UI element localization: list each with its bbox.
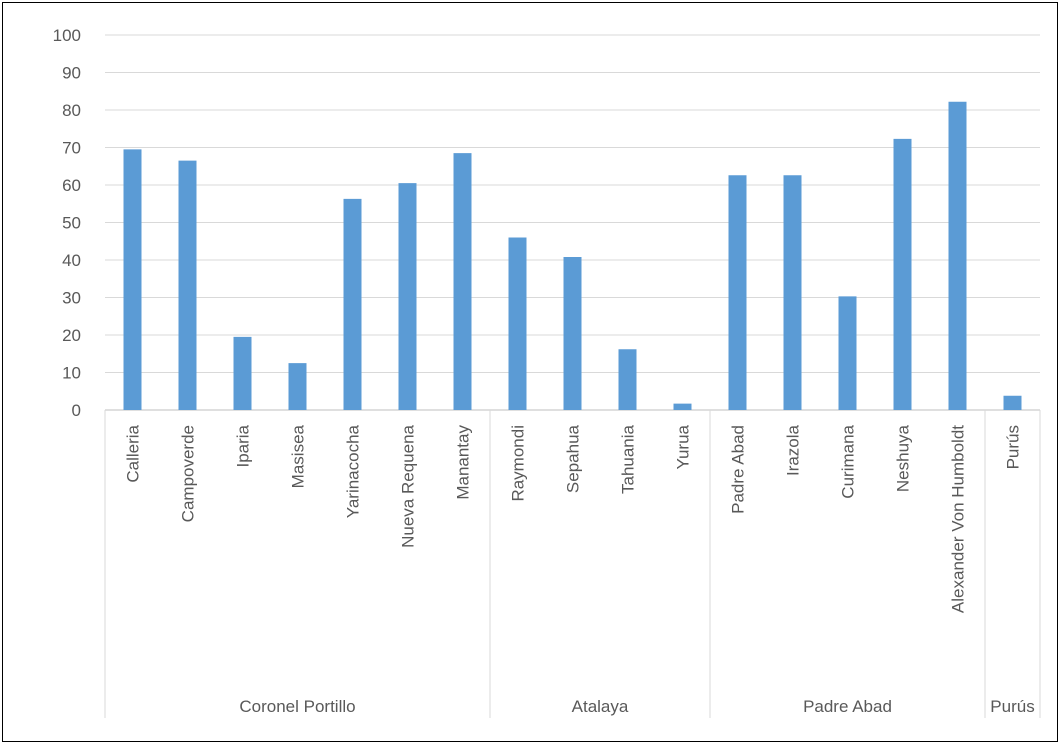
y-tick-label: 50 xyxy=(62,214,81,233)
x-tick-label: Yurua xyxy=(674,424,693,469)
x-tick-label: Masisea xyxy=(289,424,308,488)
x-tick-label: Alexander Von Humboldt xyxy=(949,425,968,613)
bar xyxy=(948,101,967,410)
bar xyxy=(343,198,362,410)
x-tick-label: Irazola xyxy=(784,424,803,476)
y-tick-label: 90 xyxy=(62,64,81,83)
x-tick-label: Yarinacocha xyxy=(344,424,363,518)
gridlines xyxy=(105,34,1040,411)
group-label: Atalaya xyxy=(572,697,629,716)
x-tick-label: Purús xyxy=(1004,425,1023,469)
x-axis-group-labels: Coronel Portillo Atalaya Padre Abad Purús xyxy=(104,410,1041,718)
bar xyxy=(838,296,857,410)
bar xyxy=(123,149,142,410)
y-tick-label: 10 xyxy=(62,364,81,383)
x-tick-label: Neshuya xyxy=(894,424,913,492)
bar xyxy=(233,336,252,410)
y-axis-ticks: 0 10 20 30 40 50 60 70 80 90 100 xyxy=(53,26,81,420)
y-tick-label: 100 xyxy=(53,26,81,45)
bar xyxy=(398,183,417,410)
y-tick-label: 70 xyxy=(62,139,81,158)
y-tick-label: 30 xyxy=(62,289,81,308)
x-tick-label: Sepahua xyxy=(564,424,583,493)
x-tick-label: Raymondi xyxy=(509,425,528,502)
bar xyxy=(893,138,912,410)
y-tick-label: 80 xyxy=(62,101,81,120)
bar xyxy=(453,153,472,410)
bar xyxy=(728,175,747,410)
x-tick-label: Calleria xyxy=(124,424,143,482)
bar xyxy=(563,257,582,410)
bar xyxy=(1003,395,1022,410)
bar xyxy=(783,175,802,410)
x-tick-label: Manantay xyxy=(454,425,473,500)
y-tick-label: 60 xyxy=(62,176,81,195)
x-axis-category-labels: Calleria Campoverde Iparia Masisea Yarinacoc… xyxy=(124,424,1023,613)
bar xyxy=(673,403,692,410)
bars xyxy=(123,101,1022,410)
x-tick-label: Padre Abad xyxy=(729,425,748,514)
x-tick-label: Iparia xyxy=(234,424,253,467)
y-tick-label: 20 xyxy=(62,326,81,345)
y-tick-label: 40 xyxy=(62,251,81,270)
bar xyxy=(288,363,307,410)
x-tick-label: Campoverde xyxy=(179,425,198,522)
bar xyxy=(178,160,197,410)
group-label: Padre Abad xyxy=(803,697,892,716)
y-tick-label: 0 xyxy=(72,401,81,420)
x-tick-label: Curimana xyxy=(839,424,858,498)
x-tick-label: Nueva Requena xyxy=(399,424,418,547)
x-tick-label: Tahuania xyxy=(619,424,638,494)
bar xyxy=(508,237,527,410)
group-label: Purús xyxy=(990,697,1034,716)
bar xyxy=(618,349,637,410)
group-label: Coronel Portillo xyxy=(239,697,355,716)
